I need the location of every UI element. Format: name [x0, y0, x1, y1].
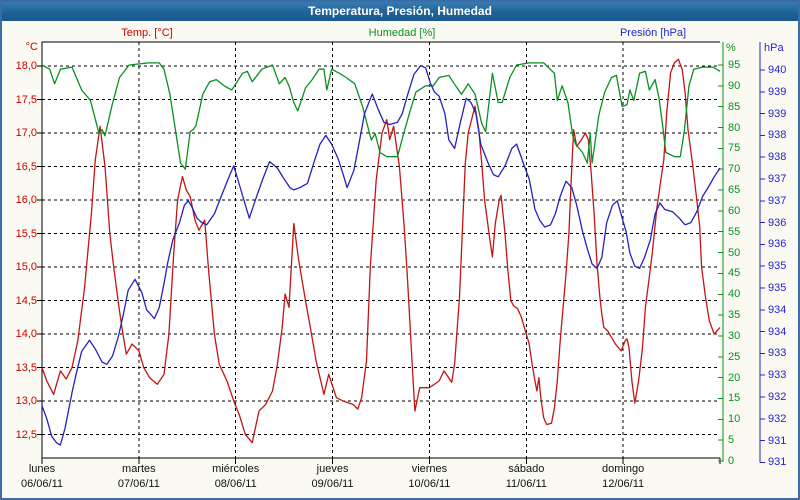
- day-date-label: 08/06/11: [214, 478, 257, 490]
- humidity-tick-label: 40: [728, 288, 741, 301]
- humidity-tick-label: 15: [728, 392, 741, 405]
- pressure-tick-label: 938: [768, 151, 787, 164]
- humidity-tick-label: 70: [728, 163, 741, 176]
- humidity-tick-label: 5: [728, 434, 735, 447]
- day-date-label: 12/06/11: [602, 478, 645, 490]
- title-bar: Temperatura, Presión, Humedad: [2, 2, 798, 21]
- day-date-label: 06/06/11: [20, 478, 63, 490]
- humidity-tick-label: 65: [728, 184, 741, 197]
- temp-tick-label: 12,5: [15, 428, 37, 441]
- temp-tick-label: 13,5: [15, 361, 37, 374]
- day-date-label: 07/06/11: [117, 478, 160, 490]
- day-date-label: 11/06/11: [505, 478, 547, 490]
- pressure-tick-label: 933: [768, 347, 787, 360]
- humidity-tick-label: 90: [728, 79, 741, 92]
- pressure-tick-label: 937: [768, 194, 787, 207]
- humidity-tick-label: 20: [728, 371, 741, 384]
- humidity-axis-unit: %: [726, 42, 736, 54]
- pressure-tick-label: 932: [768, 412, 787, 425]
- pressure-tick-label: 936: [768, 238, 787, 251]
- humidity-tick-label: 25: [728, 350, 741, 363]
- window-title: Temperatura, Presión, Humedad: [308, 4, 492, 18]
- temp-tick-label: 17,5: [15, 93, 37, 106]
- humidity-tick-label: 75: [728, 142, 741, 155]
- pressure-tick-label: 932: [768, 391, 787, 403]
- day-date-label: 09/06/11: [311, 478, 354, 490]
- humidity-tick-label: 0: [728, 455, 735, 467]
- pressure-tick-label: 940: [768, 64, 787, 76]
- temp-tick-label: 17,0: [15, 127, 37, 140]
- humidity-tick-label: 10: [728, 413, 741, 426]
- temp-tick-label: 14,5: [15, 294, 37, 307]
- temp-tick-label: 16,5: [15, 160, 37, 173]
- pressure-tick-label: 931: [768, 456, 787, 469]
- day-name-label: martes: [122, 463, 156, 475]
- pressure-tick-label: 934: [768, 325, 787, 338]
- humidity-tick-label: 55: [728, 225, 741, 238]
- day-name-label: sábado: [508, 463, 545, 475]
- temperature-axis-unit: °C: [25, 41, 38, 53]
- plot-background: [42, 42, 720, 458]
- humidity-tick-label: 80: [728, 121, 741, 134]
- pressure-tick-label: 934: [768, 303, 787, 316]
- humidity-tick-label: 60: [728, 204, 741, 217]
- humidity-tick-label: 35: [728, 309, 741, 322]
- temp-tick-label: 18,0: [15, 60, 37, 72]
- pressure-tick-label: 937: [768, 173, 787, 185]
- day-name-label: viernes: [411, 463, 448, 475]
- series-temperature: [41, 58, 721, 444]
- series-pressure: [41, 64, 721, 446]
- pressure-tick-label: 939: [768, 85, 787, 98]
- series-humidity: [41, 62, 721, 170]
- temp-tick-label: 14,0: [15, 328, 37, 341]
- legend-item-temperature: Temp. [°C]: [121, 27, 173, 39]
- pressure-tick-label: 935: [768, 282, 787, 294]
- pressure-tick-label: 938: [768, 129, 787, 142]
- humidity-tick-label: 50: [728, 246, 741, 259]
- humidity-tick-label: 45: [728, 267, 741, 280]
- temp-tick-label: 15,5: [15, 227, 37, 240]
- temp-tick-label: 15,0: [15, 261, 37, 274]
- day-name-label: miércoles: [212, 463, 260, 475]
- humidity-tick-label: 95: [728, 59, 741, 71]
- pressure-tick-label: 935: [768, 260, 787, 273]
- day-date-label: 10/06/11: [408, 478, 451, 490]
- day-name-label: lunes: [28, 463, 56, 475]
- humidity-tick-label: 30: [728, 329, 741, 342]
- pressure-tick-label: 931: [768, 434, 787, 447]
- plot-border: [41, 41, 720, 459]
- pressure-tick-label: 939: [768, 107, 787, 120]
- pressure-tick-label: 933: [768, 369, 787, 382]
- pressure-axis-unit: hPa: [764, 42, 784, 54]
- humidity-tick-label: 85: [728, 100, 741, 113]
- temp-tick-label: 16,0: [15, 194, 37, 207]
- day-name-label: domingo: [602, 463, 645, 475]
- pressure-tick-label: 936: [768, 216, 787, 229]
- legend-item-humidity: Humedad [%]: [368, 27, 436, 39]
- day-name-label: jueves: [316, 463, 349, 475]
- temp-tick-label: 13,0: [15, 395, 37, 408]
- legend-item-pressure: Presión [hPa]: [619, 27, 687, 39]
